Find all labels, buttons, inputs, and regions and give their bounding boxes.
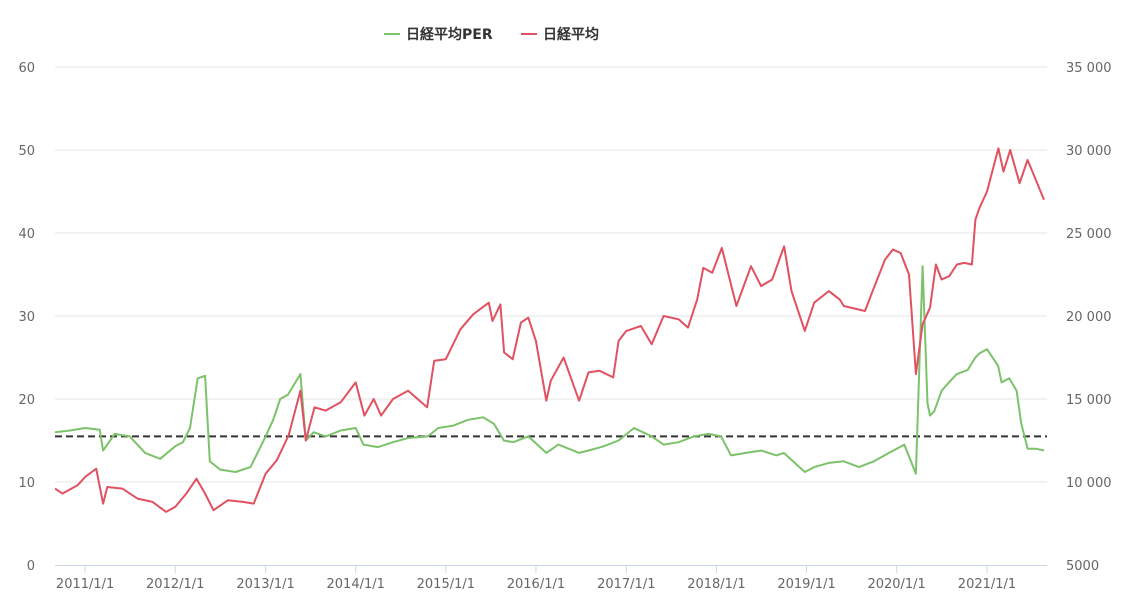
x-tick-label: 2017/1/1 [597,577,655,592]
x-tick-label: 2011/1/1 [56,577,114,592]
y-right-tick-label: 15 000 [1066,393,1112,408]
y-right-tick-label: 25 000 [1066,227,1112,242]
x-tick-label: 2021/1/1 [958,577,1016,592]
y-left-tick-label: 40 [18,227,35,242]
x-tick-label: 2014/1/1 [327,577,385,592]
y-left-tick-label: 50 [18,144,35,159]
y-right-tick-label: 30 000 [1066,144,1112,159]
x-tick-label: 2019/1/1 [777,577,835,592]
y-right-tick-label: 35 000 [1066,61,1112,76]
y-right-tick-label: 20 000 [1066,310,1112,325]
y-right-tick-label: 10 000 [1066,476,1112,491]
legend[interactable]: 日経平均PER 日経平均 [384,26,599,43]
grid-lines [55,66,1047,483]
legend-label: 日経平均 [543,26,599,43]
series-line-0[interactable] [54,265,1045,475]
legend-item-1[interactable]: 日経平均 [521,26,599,43]
series-group [54,147,1045,513]
x-tick-label: 2015/1/1 [417,577,475,592]
x-tick-label: 2018/1/1 [687,577,745,592]
series-line-1[interactable] [54,147,1045,513]
y-left-tick-label: 10 [18,476,35,491]
x-tick-label: 2013/1/1 [236,577,294,592]
y-left-tick-label: 0 [27,559,35,574]
legend-item-0[interactable]: 日経平均PER [384,26,493,43]
y-left-tick-label: 60 [18,61,35,76]
x-tick-label: 2012/1/1 [146,577,204,592]
y-right-tick-label: 5000 [1066,559,1099,574]
axes-group: 0 10 20 30 40 50 60 5000 10 000 15 000 20 000 25 00… [18,61,1111,592]
x-tick-label: 2020/1/1 [867,577,925,592]
y-left-tick-label: 30 [18,310,35,325]
y-left-tick-label: 20 [18,393,35,408]
legend-label: 日経平均PER [406,26,493,43]
x-tick-label: 2016/1/1 [507,577,565,592]
